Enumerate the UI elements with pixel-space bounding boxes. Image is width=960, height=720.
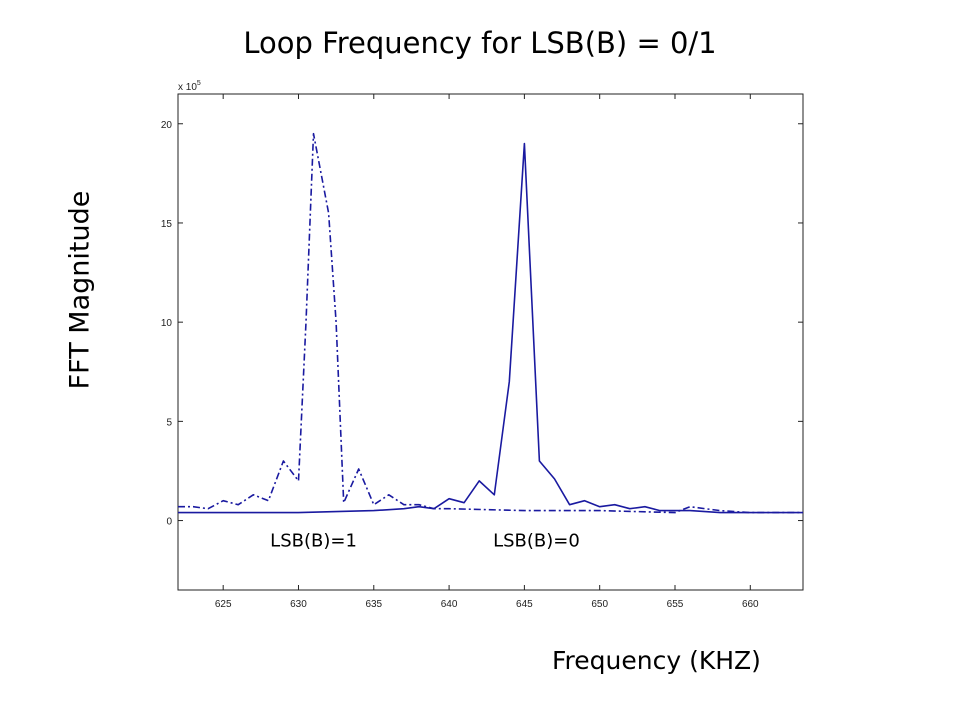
x-tick-label: 660 — [742, 599, 759, 610]
series-line-0 — [178, 132, 803, 514]
x-tick-label: 650 — [591, 599, 608, 610]
series-line-1 — [178, 142, 803, 514]
x-tick-label: 655 — [667, 599, 684, 610]
series-lines — [178, 132, 803, 514]
x-tick-label: 640 — [441, 599, 458, 610]
y-multiplier: x 105 — [178, 80, 201, 93]
y-tick-label: 15 — [161, 219, 173, 230]
series-annotation: LSB(B)=0 — [493, 530, 580, 551]
x-tick-label: 625 — [215, 599, 232, 610]
y-tick-label: 5 — [166, 417, 172, 428]
chart-title: Loop Frequency for LSB(B) = 0/1 — [243, 26, 717, 60]
axis-ticks: 625 630 635 640 645 650 655 660 0 5 10 15 20 — [161, 94, 803, 610]
y-tick-label: 10 — [161, 318, 173, 329]
y-tick-label: 20 — [161, 120, 173, 131]
y-tick-label: 0 — [166, 517, 172, 528]
x-tick-label: 630 — [290, 599, 307, 610]
x-tick-label: 635 — [365, 599, 382, 610]
x-tick-label: 645 — [516, 599, 533, 610]
x-axis-label: Frequency (KHZ) — [552, 646, 761, 675]
axes-frame — [177, 93, 804, 591]
series-annotation: LSB(B)=1 — [270, 530, 357, 551]
annotations: LSB(B)=1 LSB(B)=0 — [270, 530, 580, 551]
